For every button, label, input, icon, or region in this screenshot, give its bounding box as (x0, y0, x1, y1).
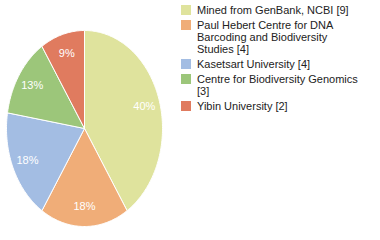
svg-text:40%: 40% (133, 100, 155, 112)
html-text:Mined from GenBank, NCBI [9]: Mined from GenBank, NCBI [9] (197, 4, 349, 16)
html-text:Kasetsart University [4]: Kasetsart University [4] (197, 58, 311, 70)
html-text:Yibin University [2]: Yibin University [2] (197, 100, 288, 112)
html-text:Centre for Biodiversity Genomi: Centre for Biodiversity Genomics [3] (197, 73, 358, 97)
svg-text:18%: 18% (73, 200, 95, 212)
html-text:Paul Hebert Centre for DNA Bar: Paul Hebert Centre for DNA Barcoding and… (197, 19, 333, 55)
svg-text:9%: 9% (59, 47, 75, 59)
svg-text:13%: 13% (21, 79, 43, 91)
svg-text:18%: 18% (16, 154, 38, 166)
